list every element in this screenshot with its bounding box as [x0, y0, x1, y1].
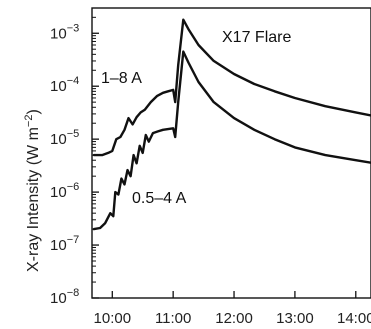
annotation-1-8a-label: 1–8 A — [101, 70, 142, 87]
y-axis-ticks: 10−3 10−4 10−5 10−6 10−7 10−8 — [50, 7, 99, 307]
x-axis-ticks: 10:00 11:00 12:00 13:00 14:00 — [94, 291, 371, 327]
x-tick-label: 11:00 — [155, 310, 191, 327]
series-line-0-5-4a — [92, 50, 371, 231]
y-axis-title-close: ) — [25, 109, 42, 114]
plot-frame — [91, 7, 371, 299]
series-layer — [92, 18, 371, 231]
y-tick-label: 10−5 — [50, 128, 79, 148]
x-tick-label: 13:00 — [276, 310, 314, 327]
y-tick-label: 10−8 — [50, 287, 79, 307]
annotation-0-5-4a-label: 0.5–4 A — [132, 190, 187, 207]
y-axis-title-main: X-ray Intensity (W m — [25, 127, 42, 272]
annotation-flare-label: X17 Flare — [222, 29, 291, 46]
y-tick-label: 10−7 — [50, 234, 79, 254]
y-axis-title-exponent: −2 — [23, 115, 35, 128]
x-tick-label: 12:00 — [215, 310, 253, 327]
y-tick-label: 10−6 — [50, 181, 79, 201]
series-line-1-8a — [92, 18, 371, 157]
x-tick-label: 10:00 — [94, 310, 132, 327]
x-tick-label: 14:00 — [337, 310, 371, 327]
y-tick-label: 10−3 — [50, 22, 79, 42]
y-axis-title: X-ray Intensity (W m−2) — [23, 109, 42, 272]
y-tick-label: 10−4 — [50, 75, 79, 95]
